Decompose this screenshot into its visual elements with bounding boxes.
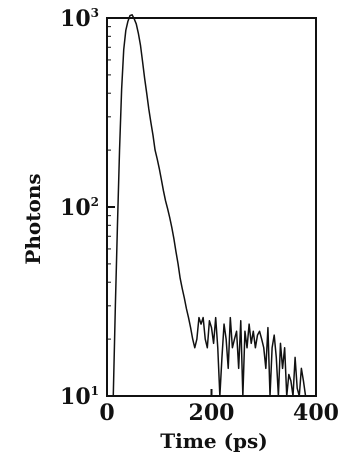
y-tick-label-1: 102 (60, 195, 99, 221)
y-tick-label-2: 103 (60, 6, 99, 32)
x-axis-title: Time (ps) (160, 429, 268, 453)
x-tick-label-1: 200 (189, 400, 235, 426)
series-line-0 (112, 14, 310, 397)
x-tick-label-0: 0 (99, 400, 114, 426)
y-axis-ticks: 101 102 103 (60, 6, 115, 410)
x-axis-ticks: 0 200 400 (99, 389, 339, 426)
y-tick-label-0: 101 (60, 384, 99, 410)
series-layer (112, 14, 310, 397)
plot-frame (106, 17, 317, 397)
y-axis-title: Photons (21, 173, 45, 264)
x-tick-label-2: 400 (293, 400, 339, 426)
